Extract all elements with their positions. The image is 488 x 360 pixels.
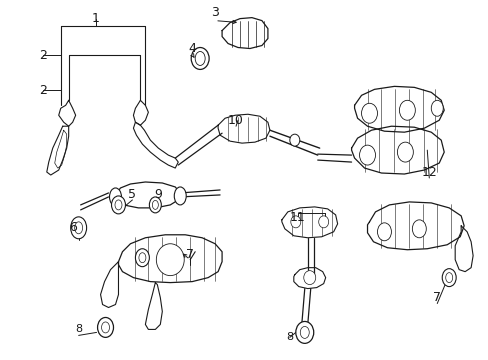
Ellipse shape (139, 253, 145, 263)
Ellipse shape (359, 145, 375, 165)
Text: 3: 3 (211, 6, 219, 19)
Text: 2: 2 (39, 84, 47, 97)
Ellipse shape (115, 200, 122, 210)
Ellipse shape (98, 318, 113, 337)
Ellipse shape (430, 100, 442, 116)
Ellipse shape (195, 51, 205, 66)
Text: 10: 10 (227, 114, 244, 127)
Text: 1: 1 (91, 12, 100, 25)
Text: 11: 11 (289, 211, 305, 224)
Ellipse shape (295, 321, 313, 343)
Ellipse shape (377, 223, 390, 241)
Ellipse shape (303, 271, 315, 285)
Ellipse shape (152, 201, 158, 210)
Ellipse shape (411, 220, 426, 238)
Ellipse shape (135, 249, 149, 267)
Text: 7: 7 (186, 248, 194, 261)
Ellipse shape (445, 273, 452, 283)
Ellipse shape (109, 188, 121, 206)
Ellipse shape (289, 134, 299, 146)
Text: 2: 2 (39, 49, 47, 62)
Text: 5: 5 (128, 188, 136, 202)
Ellipse shape (149, 197, 161, 213)
Ellipse shape (399, 100, 414, 120)
Text: 8: 8 (75, 324, 82, 334)
Ellipse shape (361, 103, 377, 123)
Ellipse shape (102, 322, 109, 333)
Text: 4: 4 (188, 42, 196, 55)
Ellipse shape (111, 196, 125, 214)
Ellipse shape (75, 222, 82, 234)
Text: 9: 9 (154, 188, 162, 202)
Ellipse shape (300, 327, 308, 338)
Ellipse shape (156, 244, 184, 276)
Ellipse shape (318, 216, 328, 228)
Ellipse shape (441, 269, 455, 287)
Text: 6: 6 (69, 221, 77, 234)
Ellipse shape (397, 142, 412, 162)
Ellipse shape (191, 48, 209, 69)
Text: 12: 12 (421, 166, 436, 179)
Ellipse shape (71, 217, 86, 239)
Text: 8: 8 (285, 332, 293, 342)
Ellipse shape (174, 187, 186, 205)
Ellipse shape (290, 216, 300, 228)
Text: 7: 7 (432, 291, 440, 304)
